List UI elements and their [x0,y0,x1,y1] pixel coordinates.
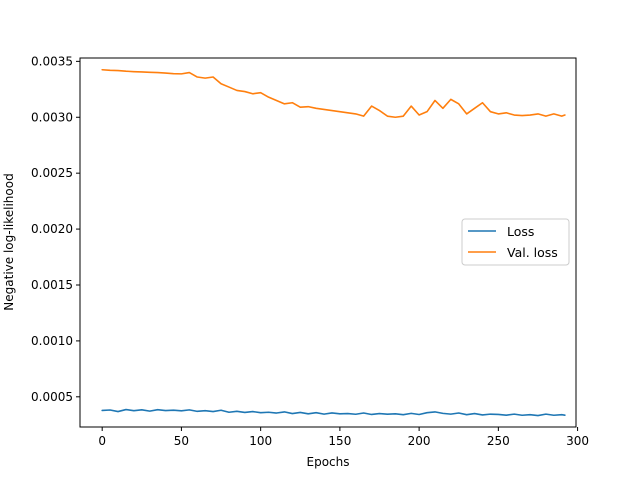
y-tick-label: 0.0035 [31,54,73,68]
x-axis-label: Epochs [307,455,350,469]
series-layer [101,68,566,417]
y-tick-label: 0.0025 [31,166,73,180]
x-tick-label: 300 [566,434,589,448]
y-tick-label: 0.0005 [31,390,73,404]
x-tick-label: 200 [408,434,431,448]
x-tick-label: 100 [249,434,272,448]
legend-label-val-loss: Val. loss [507,245,558,260]
plot-frame [79,57,577,428]
x-tick-label: 50 [174,434,189,448]
legend-label-loss: Loss [507,224,534,239]
x-tick-label: 0 [98,434,106,448]
y-tick-label: 0.0015 [31,278,73,292]
x-tick-label: 250 [487,434,510,448]
y-axis-ticks: 0.0005 0.0010 0.0015 0.0020 0.0025 0.0030 0.00… [31,54,80,404]
series-line-loss [101,408,566,417]
y-tick-label: 0.0020 [31,222,73,236]
x-tick-label: 150 [328,434,351,448]
y-axis-label: Negative log-likelihood [2,173,16,310]
legend: Loss Val. loss [461,218,570,266]
y-tick-label: 0.0010 [31,334,73,348]
x-axis-ticks: 0 50 100 150 200 250 300 [98,427,589,448]
series-line-val-loss [101,68,566,119]
y-tick-label: 0.0030 [31,110,73,124]
